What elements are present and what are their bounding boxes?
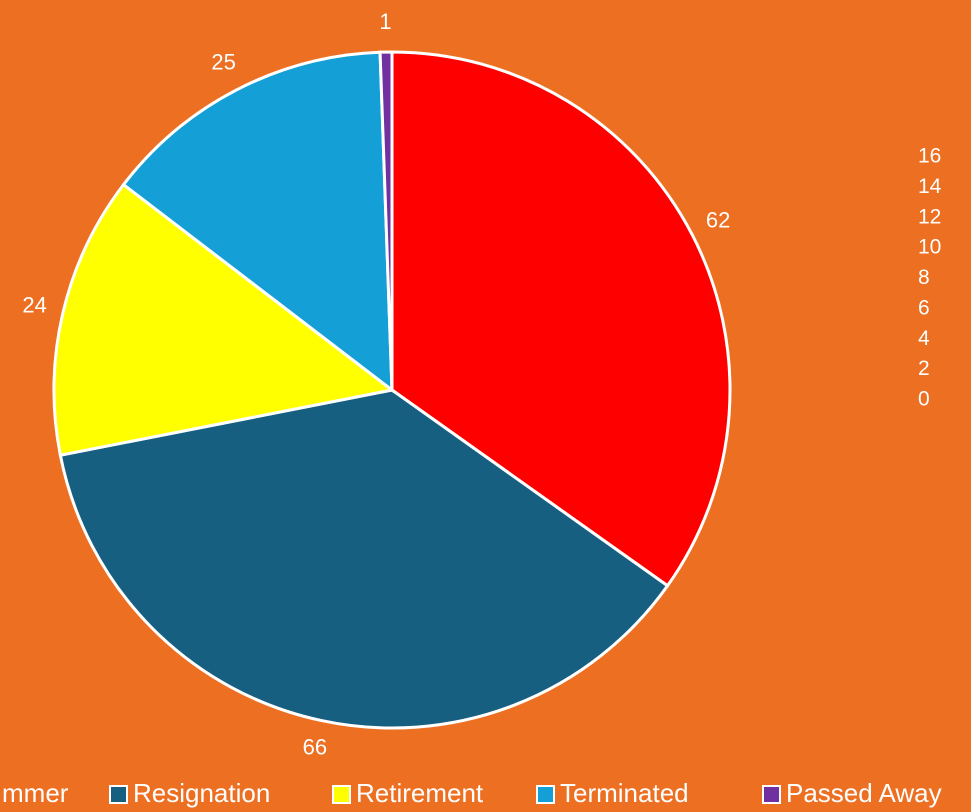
- legend-swatch: [762, 785, 781, 804]
- legend-label: mmer: [2, 778, 69, 808]
- data-label: 66: [303, 735, 327, 760]
- y-tick-label: 0: [918, 388, 930, 411]
- data-label: 1: [379, 9, 391, 34]
- legend-label: Resignation: [133, 778, 270, 808]
- data-label: 24: [22, 292, 46, 317]
- pie-slice: [378, 50, 394, 391]
- legend-label: Passed Away: [786, 778, 942, 808]
- legend-swatch: [536, 785, 555, 804]
- y-tick-label: 6: [918, 296, 930, 319]
- y-tick-label: 10: [918, 236, 941, 259]
- data-label: 25: [211, 50, 235, 75]
- legend-swatch: [109, 785, 128, 804]
- legend-label: Retirement: [356, 778, 484, 808]
- y-tick-label: 14: [918, 175, 942, 198]
- pie-slice: [390, 50, 732, 588]
- legend-swatch: [332, 785, 351, 804]
- legend-label: Terminated: [560, 778, 689, 808]
- y-tick-label: 8: [918, 266, 930, 289]
- y-tick-label: 2: [918, 357, 930, 380]
- y-tick-label: 4: [918, 327, 930, 350]
- data-label: 62: [706, 207, 730, 232]
- pie-slice: [121, 50, 394, 394]
- y-tick-label: 16: [918, 145, 941, 168]
- y-tick-label: 12: [918, 205, 941, 228]
- pie-slice: [58, 388, 670, 730]
- pie-slice: [52, 182, 396, 457]
